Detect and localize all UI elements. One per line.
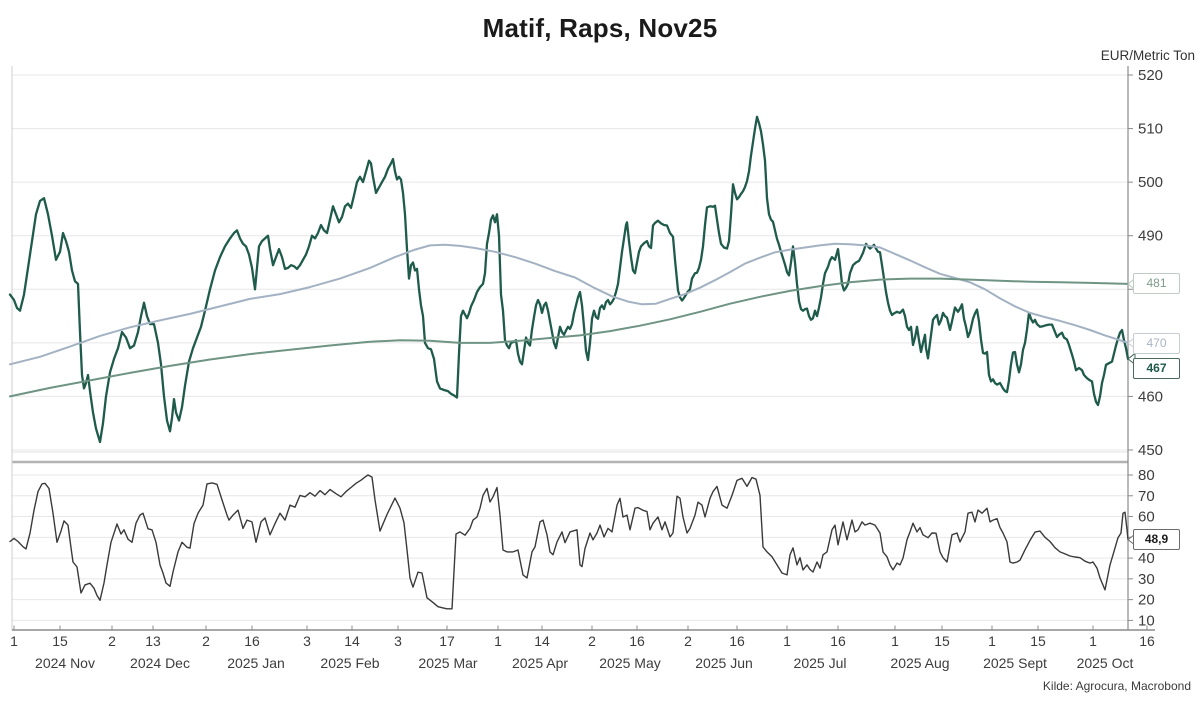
x-axis-month-label: 2025 Aug (890, 655, 949, 671)
x-axis-tick-label: 3 (394, 633, 402, 649)
x-axis-month-label: 2025 Apr (512, 655, 568, 671)
x-axis-tick-label: 13 (145, 633, 161, 649)
y-axis-tick-label: 70 (1138, 488, 1155, 505)
y-axis-tick-label: 30 (1138, 571, 1155, 588)
y-axis-tick-label: 20 (1138, 592, 1155, 609)
source-attribution: Kilde: Agrocura, Macrobond (1042, 679, 1191, 693)
x-axis-tick-label: 15 (1030, 633, 1046, 649)
x-axis-month-label: 2024 Dec (130, 655, 190, 671)
price-line (8, 115, 1130, 444)
y-axis-tick-label: 60 (1138, 509, 1155, 526)
y-axis-tick-label: 450 (1138, 442, 1163, 459)
x-axis-month-label: 2025 Sept (983, 655, 1047, 671)
x-axis-tick-label: 15 (934, 633, 950, 649)
y-axis-tick-label: 10 (1138, 612, 1155, 629)
y-axis-tick-label: 490 (1138, 228, 1163, 245)
x-axis-tick-label: 1 (988, 633, 996, 649)
chart-title: Matif, Raps, Nov25 (482, 13, 718, 43)
callout-value-label: 48,9 (1133, 529, 1180, 551)
x-axis-tick-label: 1 (1089, 633, 1097, 649)
y-axis-tick-label: 510 (1138, 121, 1163, 138)
x-axis-month-label: 2025 Mar (418, 655, 477, 671)
x-axis-tick-label: 1 (10, 633, 18, 649)
x-axis-month-label: 2025 Jul (794, 655, 847, 671)
x-axis-month-label: 2025 Feb (320, 655, 379, 671)
x-axis-tick-label: 16 (244, 633, 260, 649)
moving_average_long-line (9, 277, 1129, 398)
x-axis-tick-label: 2 (108, 633, 116, 649)
x-axis-tick-label: 15 (52, 633, 68, 649)
y-axis-tick-label: 40 (1138, 550, 1155, 567)
x-axis-tick-label: 16 (830, 633, 846, 649)
y-axis-unit-label: EUR/Metric Ton (1100, 48, 1195, 63)
x-axis-tick-label: 1 (891, 633, 899, 649)
y-axis-tick-label: 460 (1138, 388, 1163, 405)
x-axis-month-label: 2025 May (599, 655, 660, 671)
x-axis-tick-label: 1 (494, 633, 502, 649)
x-axis-tick-label: 14 (344, 633, 360, 649)
y-axis-tick-label: 80 (1138, 467, 1155, 484)
x-axis-tick-label: 16 (1139, 633, 1155, 649)
callout-value-label: 470 (1133, 333, 1180, 355)
y-axis-tick-label: 520 (1138, 67, 1163, 84)
x-axis-month-label: 2025 Jun (695, 655, 753, 671)
callout-value-label: 481 (1133, 273, 1180, 295)
oscillator-line (9, 474, 1129, 610)
x-axis-month-label: 2025 Oct (1077, 655, 1134, 671)
x-axis-tick-label: 2 (588, 633, 596, 649)
x-axis-tick-label: 3 (303, 633, 311, 649)
x-axis-tick-label: 1 (783, 633, 791, 649)
x-axis-tick-label: 14 (534, 633, 550, 649)
x-axis-tick-label: 17 (439, 633, 455, 649)
x-axis-tick-label: 2 (684, 633, 692, 649)
callout-value-label: 467 (1133, 358, 1180, 380)
y-axis-tick-label: 500 (1138, 174, 1163, 191)
x-axis-tick-label: 2 (202, 633, 210, 649)
x-axis-month-label: 2025 Jan (227, 655, 285, 671)
x-axis-tick-label: 16 (629, 633, 645, 649)
x-axis-month-label: 2024 Nov (35, 655, 95, 671)
moving_average_medium-line (9, 242, 1129, 366)
x-axis-tick-label: 16 (729, 633, 745, 649)
